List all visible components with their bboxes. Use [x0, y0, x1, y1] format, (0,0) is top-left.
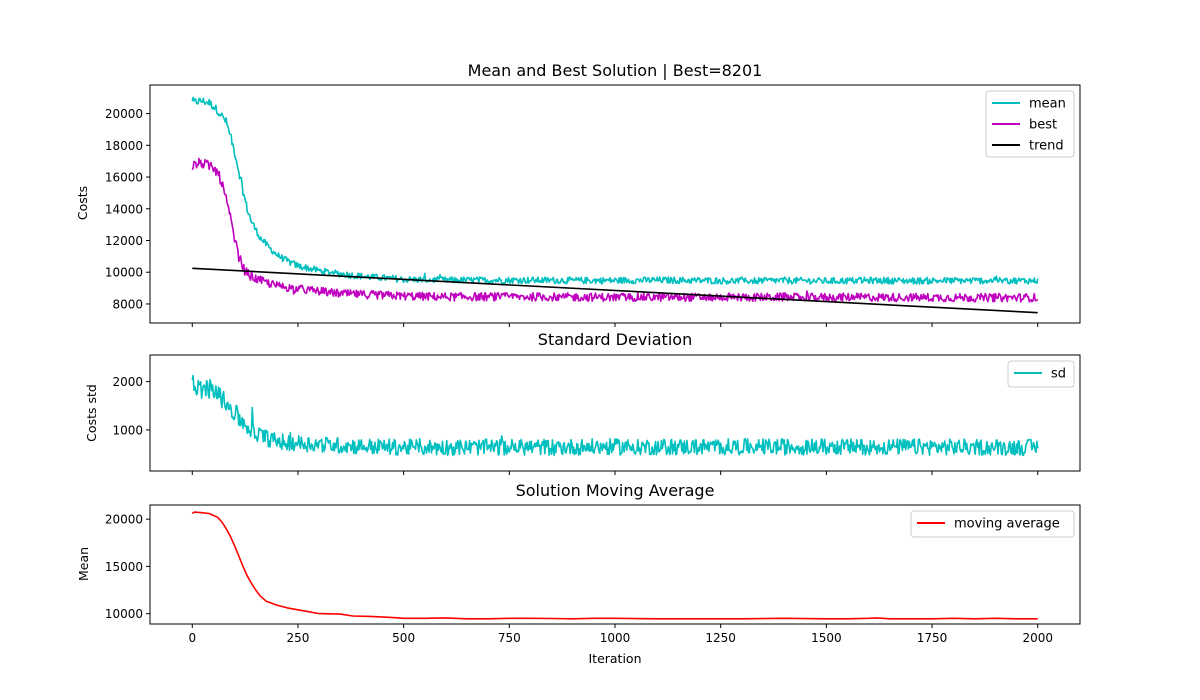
- series-group: [191, 96, 1039, 314]
- y-tick-label: 20000: [105, 513, 143, 527]
- moving-average-panel: Solution Moving Average Mean Iteration 1…: [76, 481, 1081, 666]
- axes: 1000 2000: [112, 354, 1081, 475]
- y-tick-label: 14000: [105, 202, 143, 216]
- legend: moving average: [910, 510, 1075, 538]
- plot-area: [191, 96, 1039, 314]
- series-line-mean: [191, 96, 1039, 285]
- series-line-best: [191, 157, 1039, 303]
- y-tick-label: 10000: [105, 266, 143, 280]
- x-tick-label: 1250: [705, 631, 736, 645]
- y-tick-label: 2000: [112, 375, 143, 389]
- legend-box: [985, 90, 1075, 158]
- series-line-moving-average: [191, 511, 1038, 620]
- legend-label-moving-average: moving average: [954, 517, 1060, 532]
- y-tick-label: 8000: [112, 297, 143, 311]
- axes: 8000 10000 12000 14000 16000 18000 20000: [105, 84, 1081, 327]
- x-tick-label: 250: [287, 631, 310, 645]
- y-tick-label: 18000: [105, 139, 143, 153]
- legend: mean best trend: [985, 90, 1075, 158]
- series-line-sd: [191, 374, 1039, 457]
- series-group: [191, 511, 1038, 620]
- axes: 10000 15000 20000 0 250 500 750 1000 1250 1500 175…: [105, 504, 1081, 645]
- y-tick-label: 10000: [105, 607, 143, 621]
- plot-area: [191, 511, 1038, 620]
- x-axis-label: Iteration: [588, 651, 641, 666]
- legend-box: [910, 510, 1075, 538]
- legend-label-trend: trend: [1029, 139, 1064, 154]
- y-tick-label: 20000: [105, 107, 143, 121]
- panel-title: Solution Moving Average: [516, 481, 715, 500]
- panel-title: Standard Deviation: [538, 330, 692, 349]
- y-axis-label: Costs: [75, 186, 90, 220]
- mean-best-panel: Mean and Best Solution | Best=8201 Costs…: [75, 61, 1081, 327]
- y-axis-label: Costs std: [84, 384, 99, 442]
- x-tick-label: 750: [498, 631, 521, 645]
- y-tick-label: 15000: [105, 560, 143, 574]
- plot-area: [191, 374, 1039, 457]
- y-tick-label: 12000: [105, 234, 143, 248]
- x-tick-label: 500: [392, 631, 415, 645]
- y-tick-label: 1000: [112, 423, 143, 437]
- legend-label-best: best: [1029, 118, 1057, 133]
- x-tick-label: 1750: [917, 631, 948, 645]
- legend: sd: [1007, 360, 1075, 388]
- y-tick-label: 16000: [105, 171, 143, 185]
- std-panel: Standard Deviation Costs std 1000 2000 sd: [84, 330, 1081, 475]
- series-group: [191, 374, 1039, 457]
- series-line-trend: [192, 267, 1038, 314]
- x-tick-label: 2000: [1022, 631, 1053, 645]
- legend-label-sd: sd: [1051, 367, 1066, 382]
- panel-title: Mean and Best Solution | Best=8201: [468, 61, 763, 80]
- x-tick-label: 1000: [600, 631, 631, 645]
- y-axis-label: Mean: [76, 547, 91, 581]
- x-tick-label: 0: [188, 631, 196, 645]
- legend-label-mean: mean: [1029, 97, 1066, 112]
- x-tick-label: 1500: [811, 631, 842, 645]
